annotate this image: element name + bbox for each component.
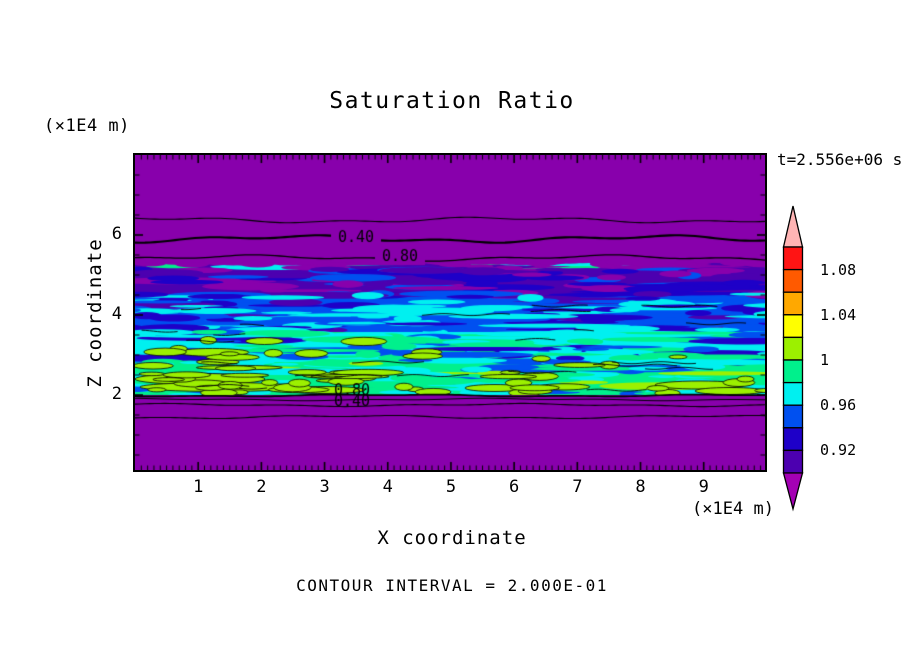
z-axis-unit: (×1E4 m) bbox=[44, 116, 130, 136]
colorbar-label: 0.96 bbox=[820, 396, 857, 415]
y-tick-label: 2 bbox=[111, 384, 122, 404]
colorbar-label: 1.08 bbox=[820, 260, 857, 279]
colorbar-segment bbox=[782, 359, 804, 384]
x-tick-label: 3 bbox=[319, 477, 330, 497]
time-annotation: t=2.556e+06 s bbox=[777, 150, 903, 169]
x-tick-label: 8 bbox=[635, 477, 646, 497]
figure-title: Saturation Ratio bbox=[329, 88, 575, 114]
colorbar-label: 1.04 bbox=[820, 305, 857, 324]
x-tick-label: 9 bbox=[698, 477, 709, 497]
colorbar-label: 1 bbox=[820, 351, 830, 369]
x-axis-label: X coordinate bbox=[377, 527, 527, 549]
x-tick-label: 2 bbox=[256, 477, 267, 497]
colorbar-segment bbox=[782, 381, 804, 406]
contour-interval-note: CONTOUR INTERVAL = 2.000E-01 bbox=[296, 576, 608, 595]
x-tick-label: 4 bbox=[382, 477, 393, 497]
colorbar-segment bbox=[782, 404, 804, 429]
colorbar-segment bbox=[782, 314, 804, 339]
x-tick-label: 7 bbox=[572, 477, 583, 497]
colorbar-segment bbox=[782, 449, 804, 474]
colorbar-segment bbox=[782, 336, 804, 361]
contour-field-canvas bbox=[135, 155, 765, 470]
x-tick-label: 1 bbox=[193, 477, 204, 497]
x-axis-unit: (×1E4 m) bbox=[692, 499, 774, 519]
colorbar-svg bbox=[782, 205, 804, 512]
x-tick-label: 5 bbox=[445, 477, 457, 497]
y-tick-label: 4 bbox=[111, 304, 122, 324]
colorbar-segment bbox=[782, 291, 804, 316]
colorbar-segment bbox=[782, 268, 804, 293]
plot-area bbox=[133, 153, 767, 472]
colorbar-segment bbox=[782, 246, 804, 271]
colorbar-arrow-top bbox=[782, 205, 804, 248]
x-tick-label: 6 bbox=[509, 477, 520, 497]
colorbar-segment bbox=[782, 427, 804, 452]
colorbar-label: 0.92 bbox=[820, 441, 857, 460]
colorbar bbox=[779, 203, 807, 517]
colorbar-arrow-bottom bbox=[782, 472, 804, 512]
y-tick-label: 6 bbox=[111, 224, 122, 244]
